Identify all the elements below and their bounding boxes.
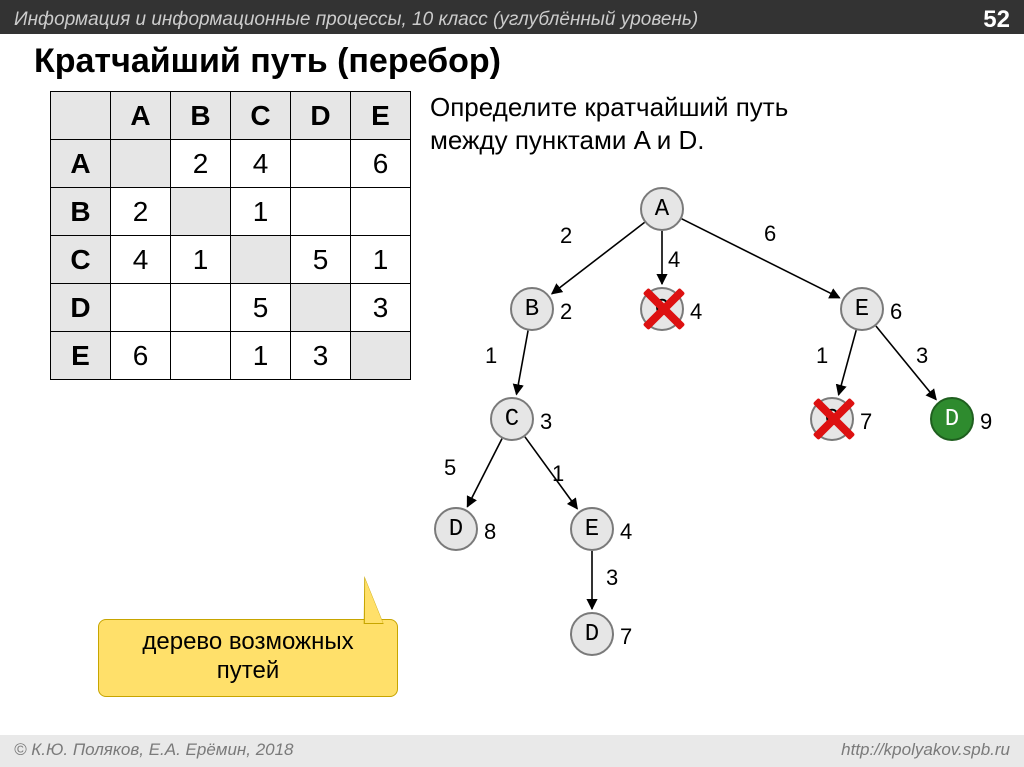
cell — [291, 188, 351, 236]
col-A: A — [111, 92, 171, 140]
page-number: 52 — [983, 6, 1010, 34]
cell: 1 — [231, 332, 291, 380]
tree-edge — [467, 439, 502, 507]
cell: 3 — [291, 332, 351, 380]
tree-edge — [839, 330, 857, 395]
row-A: A — [51, 140, 111, 188]
cell — [291, 140, 351, 188]
tree-node: C — [490, 397, 534, 441]
question-line2: между пунктами A и D. — [430, 125, 705, 155]
tree-diagram: 246113513AB2C4E6C3C7D9D8E4D7 — [430, 167, 1010, 687]
copyright: © К.Ю. Поляков, Е.А. Ерёмин, 2018 — [14, 740, 294, 767]
adjacency-matrix: A B C D E A 2 4 6 B 2 1 C 4 1 5 — [50, 91, 411, 380]
edge-weight: 3 — [606, 565, 618, 591]
node-cost: 4 — [620, 519, 632, 545]
row-C: C — [51, 236, 111, 284]
tree-node: D — [434, 507, 478, 551]
tree-node: C — [640, 287, 684, 331]
tree-node: E — [840, 287, 884, 331]
edge-weight: 5 — [444, 455, 456, 481]
row-D: D — [51, 284, 111, 332]
tree-node: D — [930, 397, 974, 441]
col-E: E — [351, 92, 411, 140]
footer-url: http://kpolyakov.spb.ru — [841, 740, 1010, 767]
edge-weight: 1 — [485, 343, 497, 369]
cell: 6 — [111, 332, 171, 380]
cell: 1 — [171, 236, 231, 284]
question-line1: Определите кратчайший путь — [430, 92, 788, 122]
col-B: B — [171, 92, 231, 140]
cell: 4 — [111, 236, 171, 284]
node-cost: 9 — [980, 409, 992, 435]
cell — [171, 332, 231, 380]
cell — [171, 284, 231, 332]
node-cost: 7 — [860, 409, 872, 435]
tree-node: D — [570, 612, 614, 656]
edge-weight: 3 — [916, 343, 928, 369]
tree-edge — [682, 219, 840, 298]
callout-line1: дерево возможных — [142, 628, 353, 655]
slide-header: Информация и информационные процессы, 10… — [0, 0, 1024, 34]
node-cost: 7 — [620, 624, 632, 650]
col-C: C — [231, 92, 291, 140]
edge-weight: 4 — [668, 247, 680, 273]
edge-weight: 2 — [560, 223, 572, 249]
cell — [111, 284, 171, 332]
node-cost: 6 — [890, 299, 902, 325]
edge-weight: 1 — [552, 461, 564, 487]
slide-footer: © К.Ю. Поляков, Е.А. Ерёмин, 2018 http:/… — [0, 735, 1024, 767]
cell: 1 — [231, 188, 291, 236]
cell: 3 — [351, 284, 411, 332]
tree-edge — [516, 331, 528, 395]
callout-box: дерево возможных путей — [98, 619, 398, 697]
cell: 5 — [291, 236, 351, 284]
cell: 4 — [231, 140, 291, 188]
callout-line2: путей — [217, 657, 279, 684]
node-cost: 8 — [484, 519, 496, 545]
question-text: Определите кратчайший путь между пунктам… — [430, 91, 788, 156]
page-title: Кратчайший путь (перебор) — [0, 34, 1024, 91]
tree-node: B — [510, 287, 554, 331]
cell: 6 — [351, 140, 411, 188]
cell: 2 — [111, 188, 171, 236]
cell: 1 — [351, 236, 411, 284]
node-cost: 3 — [540, 409, 552, 435]
tree-node: A — [640, 187, 684, 231]
node-cost: 2 — [560, 299, 572, 325]
node-cost: 4 — [690, 299, 702, 325]
col-D: D — [291, 92, 351, 140]
course-title: Информация и информационные процессы, 10… — [14, 9, 698, 31]
edge-weight: 1 — [816, 343, 828, 369]
cell — [351, 188, 411, 236]
cell: 2 — [171, 140, 231, 188]
tree-node: C — [810, 397, 854, 441]
row-B: B — [51, 188, 111, 236]
cell: 5 — [231, 284, 291, 332]
edge-weight: 6 — [764, 221, 776, 247]
callout-tail — [347, 579, 383, 623]
tree-node: E — [570, 507, 614, 551]
row-E: E — [51, 332, 111, 380]
